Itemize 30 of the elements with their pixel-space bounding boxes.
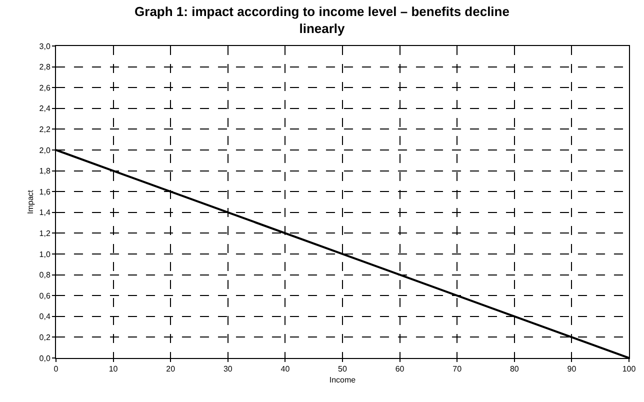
y-axis-title: Impact [26,189,35,214]
y-tick-label: 1,2 [39,229,51,238]
y-tick-label: 2,8 [39,62,51,72]
y-tick-label: 2,6 [39,83,51,92]
y-tick-label: 2,0 [39,146,51,155]
x-tick-label: 20 [166,364,176,374]
x-tick-label: 60 [395,364,405,374]
x-tick-label: 90 [567,364,577,374]
x-tick-label: 0 [54,364,59,374]
x-tick-label: 10 [108,364,118,374]
x-tick-label: 50 [338,364,348,374]
y-tick-label: 0,6 [39,291,51,300]
y-tick-label: 2,2 [39,125,51,134]
x-tick-label: 40 [280,364,290,374]
x-tick-label: 80 [510,364,520,374]
x-axis-title: Income [329,376,356,385]
x-tick-label: 100 [622,364,636,374]
y-tick-label: 3,0 [39,42,51,51]
y-tick-label: 0,0 [39,354,51,363]
y-tick-label: 0,8 [39,270,51,280]
y-tick-label: 0,4 [39,312,51,322]
x-tick-label: 30 [223,364,233,374]
y-tick-label: 2,4 [39,104,51,114]
y-tick-label: 1,0 [39,250,51,259]
y-tick-label: 1,4 [39,208,51,218]
y-tick-label: 1,8 [39,166,51,176]
y-tick-label: 1,6 [39,187,51,196]
y-tick-label: 0,2 [39,333,51,342]
x-tick-label: 70 [452,364,462,374]
chart-title: Graph 1: impact according to income level – benefits decline linearly [134,4,510,36]
